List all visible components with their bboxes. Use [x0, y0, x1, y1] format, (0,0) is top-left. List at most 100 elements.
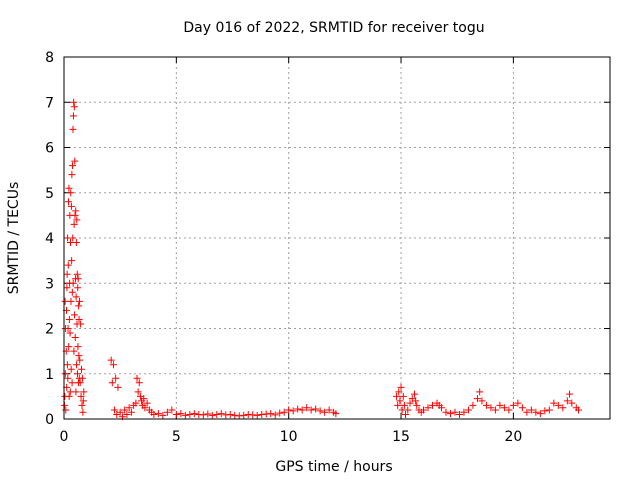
- data-point: [64, 261, 72, 269]
- data-point: [208, 411, 216, 419]
- data-point: [491, 406, 499, 414]
- data-point: [280, 408, 288, 416]
- data-point: [63, 284, 71, 292]
- data-point: [76, 356, 84, 364]
- data-point: [65, 392, 73, 400]
- data-point: [404, 406, 412, 414]
- data-point: [109, 361, 117, 369]
- data-point: [67, 297, 75, 305]
- data-point: [298, 406, 306, 414]
- data-point: [67, 202, 75, 210]
- data-point: [541, 407, 549, 415]
- data-point: [69, 162, 77, 170]
- y-tick-label: 0: [45, 412, 54, 428]
- data-point: [163, 408, 171, 416]
- data-point: [217, 410, 225, 418]
- data-point: [68, 379, 76, 387]
- data-point: [108, 379, 116, 387]
- y-tick-label: 6: [45, 141, 54, 157]
- data-point: [514, 399, 522, 407]
- data-point: [141, 404, 149, 412]
- data-point: [64, 325, 72, 332]
- data-point: [424, 404, 432, 412]
- data-point: [64, 374, 72, 382]
- data-point: [65, 184, 73, 192]
- data-point: [72, 293, 80, 301]
- data-point: [473, 395, 481, 403]
- data-point: [77, 392, 85, 400]
- data-point: [71, 311, 79, 319]
- data-point: [181, 411, 189, 419]
- data-point: [399, 392, 407, 400]
- data-point: [121, 406, 129, 414]
- data-point: [75, 352, 83, 360]
- data-point: [125, 404, 133, 412]
- data-point: [469, 401, 477, 409]
- data-point: [563, 397, 571, 405]
- data-point: [316, 407, 324, 415]
- x-tick-label: 20: [504, 429, 522, 445]
- x-tick-label: 15: [392, 429, 410, 445]
- chart-title: Day 016 of 2022, SRMTID for receiver tog…: [183, 20, 484, 36]
- data-point: [107, 356, 115, 364]
- data-point: [63, 361, 71, 369]
- data-point: [68, 288, 76, 296]
- grid-lines: [64, 57, 610, 419]
- data-point: [71, 334, 79, 342]
- data-point: [177, 410, 185, 418]
- data-point: [64, 198, 72, 206]
- data-point: [134, 388, 142, 396]
- data-point: [74, 284, 82, 292]
- data-point: [487, 404, 495, 412]
- data-point: [554, 401, 562, 409]
- data-point: [172, 410, 180, 418]
- data-point: [73, 270, 81, 278]
- data-point: [559, 404, 567, 412]
- data-point: [536, 410, 544, 418]
- data-points: [60, 98, 583, 421]
- data-point: [69, 112, 77, 120]
- data-point: [446, 410, 454, 418]
- data-point: [150, 410, 158, 418]
- data-point: [69, 125, 77, 133]
- data-point: [575, 406, 583, 414]
- y-tick-label: 8: [45, 50, 54, 66]
- data-point: [420, 406, 428, 414]
- x-tick-label: 10: [280, 429, 298, 445]
- data-point: [294, 405, 302, 413]
- data-point: [68, 257, 76, 265]
- data-point: [143, 399, 151, 407]
- data-point: [397, 383, 405, 391]
- data-point: [199, 411, 207, 419]
- data-point: [116, 408, 124, 416]
- data-point: [406, 399, 414, 407]
- data-point: [67, 365, 75, 373]
- data-point: [78, 401, 86, 409]
- data-point: [464, 406, 472, 414]
- data-point: [68, 171, 76, 179]
- data-point: [70, 347, 78, 355]
- data-point: [437, 404, 445, 412]
- data-point: [75, 315, 83, 323]
- data-point: [285, 406, 293, 414]
- data-point: [523, 408, 531, 416]
- data-point: [71, 211, 79, 219]
- data-point: [67, 189, 75, 197]
- data-point: [78, 374, 86, 382]
- data-point: [568, 399, 576, 407]
- data-point: [73, 361, 81, 369]
- data-point: [402, 410, 410, 418]
- data-point: [112, 374, 120, 382]
- data-point: [61, 297, 69, 305]
- data-point: [482, 401, 490, 409]
- data-point: [72, 388, 80, 396]
- data-point: [428, 401, 436, 409]
- data-point: [61, 370, 69, 378]
- data-point: [80, 388, 88, 396]
- data-point: [154, 410, 162, 418]
- data-point: [123, 410, 131, 418]
- data-point: [70, 220, 78, 228]
- data-point: [71, 157, 79, 165]
- data-point: [133, 374, 141, 382]
